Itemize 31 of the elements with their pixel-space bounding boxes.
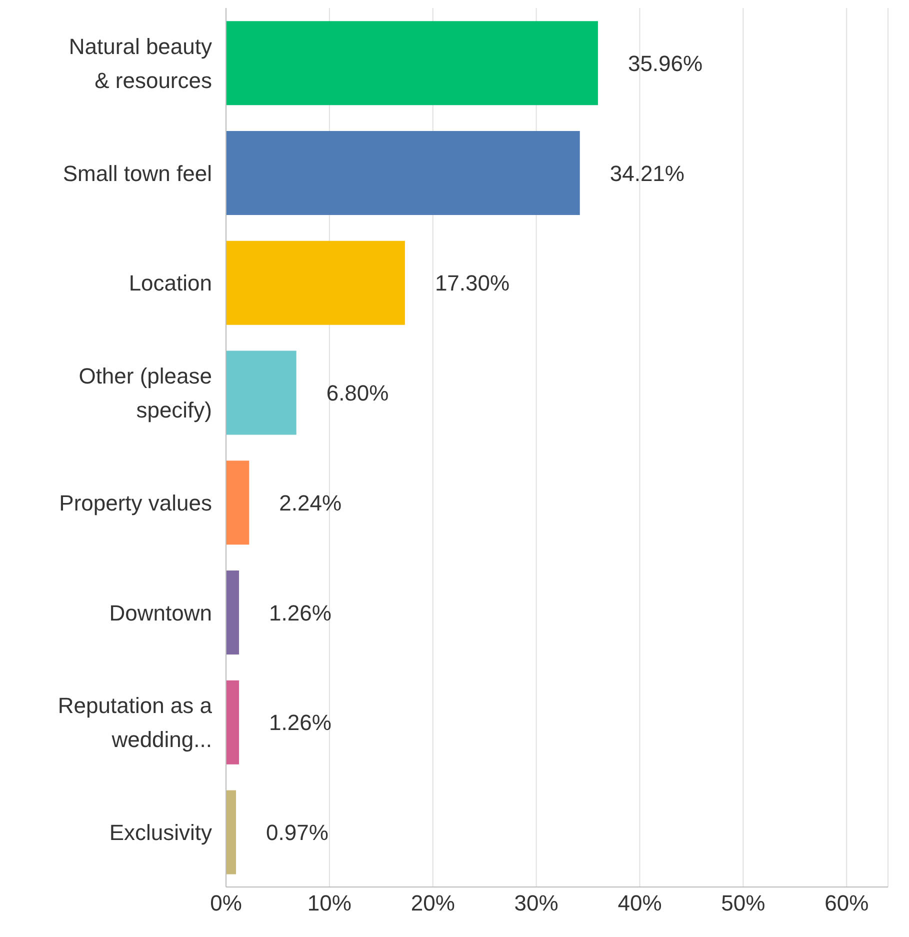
x-tick-label: 10% xyxy=(307,890,352,916)
y-tick-label: Location xyxy=(128,270,212,296)
y-tick-label: Exclusivity xyxy=(109,820,212,845)
data-label: 17.30% xyxy=(434,270,510,296)
data-label: 1.26% xyxy=(269,710,332,736)
data-label: 6.80% xyxy=(326,380,389,406)
x-tick-label: 20% xyxy=(410,890,455,916)
bar xyxy=(226,240,405,325)
y-tick-label: Other (please specify) xyxy=(78,363,212,422)
bar xyxy=(226,790,236,874)
y-tick-label: Small town feel xyxy=(62,160,212,186)
bar xyxy=(226,680,240,764)
x-tick-label: 60% xyxy=(824,890,869,916)
x-tick-label: 50% xyxy=(721,890,766,916)
x-tick-label: 30% xyxy=(514,890,558,916)
bar xyxy=(226,460,250,545)
y-tick-label: Downtown xyxy=(109,600,212,625)
data-label: 35.96% xyxy=(628,50,703,76)
data-label: 2.24% xyxy=(279,490,342,516)
bar xyxy=(226,570,240,655)
bar xyxy=(226,350,296,435)
data-label: 0.97% xyxy=(266,820,328,846)
data-label: 34.21% xyxy=(610,160,684,186)
y-tick-label: Property values xyxy=(59,490,212,515)
bar xyxy=(226,21,598,106)
y-tick-label: Reputation as a wedding... xyxy=(58,692,213,752)
data-label: 1.26% xyxy=(269,600,332,626)
x-tick-label: 0% xyxy=(210,890,242,916)
bar xyxy=(226,131,580,216)
x-tick-label: 40% xyxy=(618,890,662,916)
y-tick-label: Natural beauty & resources xyxy=(68,33,212,92)
